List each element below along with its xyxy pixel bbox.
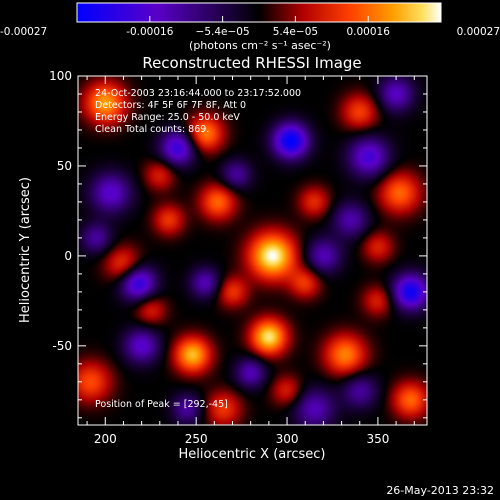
annotation-method: Clean Total counts: 869. (95, 124, 209, 135)
colorbar-units: (photons cm⁻² s⁻¹ asec⁻²) (189, 39, 331, 52)
x-axis-tick-labels: 200 250 300 350 (94, 432, 390, 446)
colorbar-tick-label: 5.4e−05 (273, 26, 318, 38)
chart-title: Reconstructed RHESSI Image (142, 54, 361, 72)
x-tick-label: 350 (366, 432, 389, 446)
footer-timestamp: 26-May-2013 23:32 (386, 484, 494, 497)
colorbar (76, 2, 442, 23)
x-axis-ticks (86, 76, 415, 425)
colorbar-tick-label: 0.00027 (457, 26, 500, 38)
x-axis-label: Heliocentric X (arcsec) (179, 447, 326, 462)
colorbar-tick-label: -0.00027 (0, 26, 47, 38)
annotation-detectors: Detectors: 4F 5F 6F 7F 8F, Att 0 (95, 100, 246, 111)
x-tick-label: 250 (185, 432, 208, 446)
x-tick-label: 200 (94, 432, 117, 446)
heatmap-image (78, 76, 427, 425)
annotation-peak: Position of Peak = [292,-45] (95, 399, 228, 410)
annotation-time-range: 24-Oct-2003 23:16:44.000 to 23:17:52.000 (95, 88, 301, 99)
y-axis-label: Heliocentric Y (arcsec) (18, 177, 33, 323)
x-tick-label: 300 (276, 432, 299, 446)
y-tick-label: 50 (57, 159, 72, 173)
annotation-energy: Energy Range: 25.0 - 50.0 keV (95, 112, 240, 123)
plot-frame (77, 75, 428, 426)
y-tick-label: 0 (64, 249, 72, 263)
colorbar-ticks (76, 16, 442, 22)
colorbar-tick-label: 0.00016 (346, 26, 390, 38)
colorbar-tick-label: −5.4e−05 (196, 26, 250, 38)
y-axis-tick-labels: 100 50 0 -50 (49, 69, 72, 353)
y-tick-label: -50 (52, 339, 72, 353)
colorbar-tick-labels: -0.00027 -0.00016 −5.4e−05 5.4e−05 0.00016 0.… (0, 26, 500, 38)
y-axis-ticks (78, 75, 427, 419)
colorbar-tick-label: -0.00016 (126, 26, 174, 38)
y-tick-label: 100 (49, 69, 72, 83)
